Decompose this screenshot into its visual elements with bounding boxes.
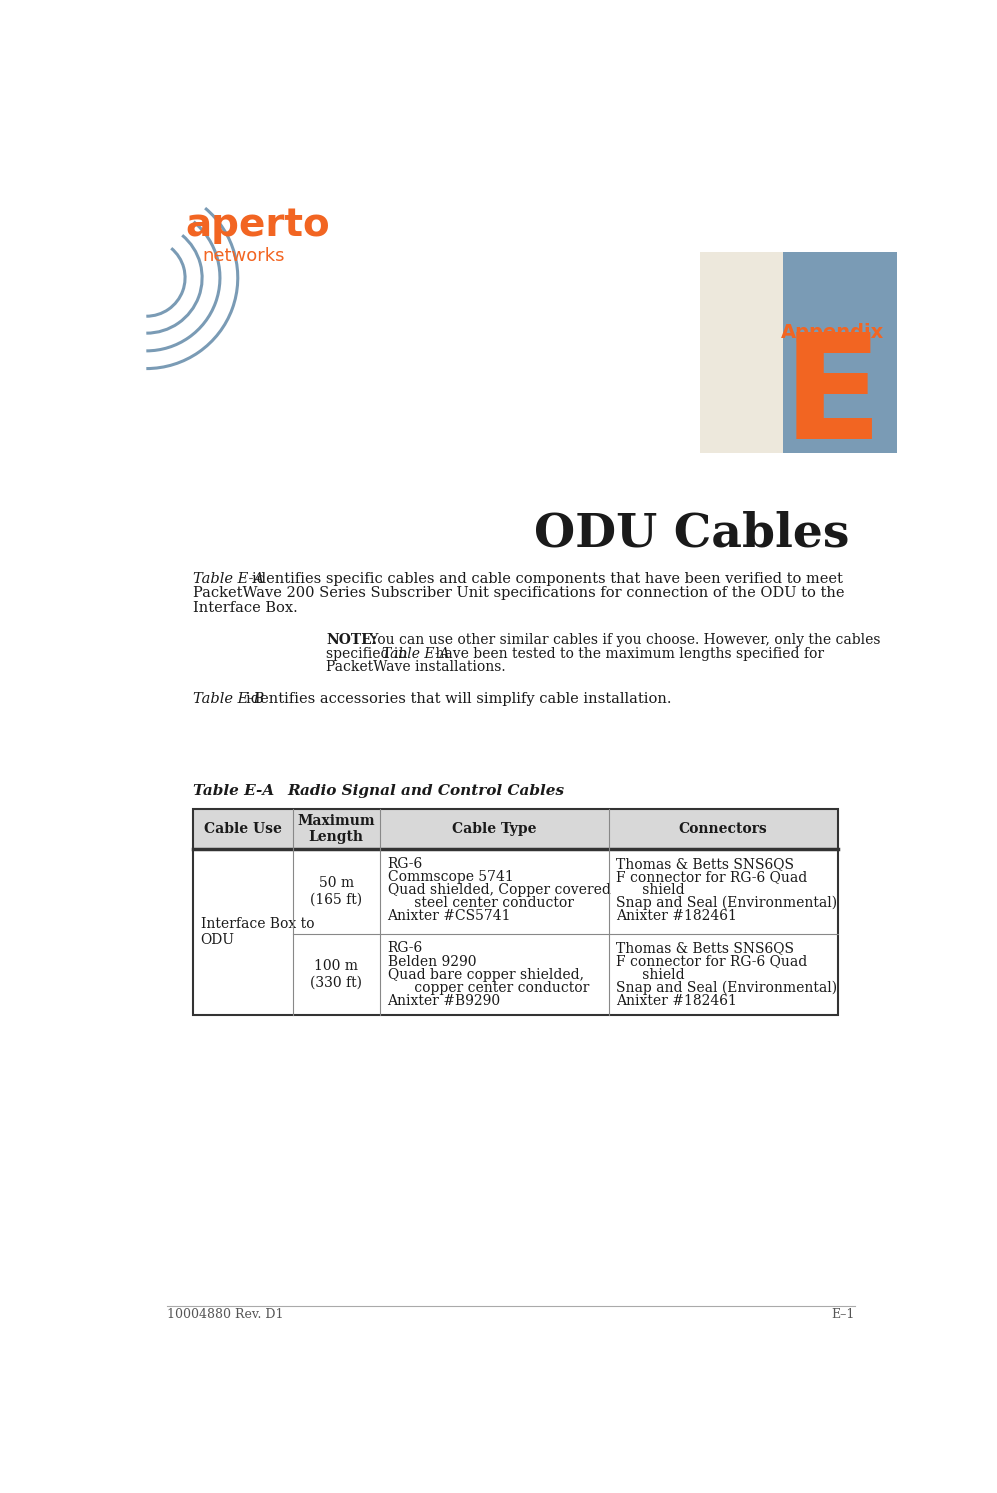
Bar bbox=[783, 252, 897, 452]
Text: Anixter #CS5741: Anixter #CS5741 bbox=[388, 909, 511, 923]
Text: ODU Cables: ODU Cables bbox=[533, 511, 849, 557]
Bar bbox=[192, 809, 837, 850]
Text: Snap and Seal (Environmental): Snap and Seal (Environmental) bbox=[616, 896, 837, 911]
Text: Belden 9290: Belden 9290 bbox=[388, 954, 476, 969]
Bar bbox=[192, 809, 837, 1015]
Bar bbox=[700, 252, 783, 452]
Text: identifies specific cables and cable components that have been verified to meet: identifies specific cables and cable com… bbox=[251, 572, 842, 585]
Text: Table E-A: Table E-A bbox=[192, 572, 264, 585]
Text: steel center conductor: steel center conductor bbox=[388, 896, 573, 911]
Text: NOTE:: NOTE: bbox=[326, 633, 377, 648]
Text: Quad bare copper shielded,: Quad bare copper shielded, bbox=[388, 967, 583, 981]
Text: Connectors: Connectors bbox=[679, 823, 768, 836]
Text: RG-6: RG-6 bbox=[388, 857, 423, 870]
Text: Anixter #B9290: Anixter #B9290 bbox=[388, 994, 500, 1008]
Text: PacketWave installations.: PacketWave installations. bbox=[326, 660, 505, 673]
Text: copper center conductor: copper center conductor bbox=[388, 981, 589, 994]
Text: identifies accessories that will simplify cable installation.: identifies accessories that will simplif… bbox=[246, 691, 672, 706]
Text: Quad shielded, Copper covered: Quad shielded, Copper covered bbox=[388, 882, 610, 897]
Text: shield: shield bbox=[616, 967, 685, 981]
Text: Cable Type: Cable Type bbox=[452, 823, 536, 836]
Text: specified in: specified in bbox=[326, 646, 412, 660]
Text: 50 m
(165 ft): 50 m (165 ft) bbox=[310, 876, 362, 906]
Text: Thomas & Betts SNS6QS: Thomas & Betts SNS6QS bbox=[616, 942, 795, 956]
Text: Table E-B: Table E-B bbox=[192, 691, 264, 706]
Text: Thomas & Betts SNS6QS: Thomas & Betts SNS6QS bbox=[616, 857, 795, 870]
Text: aperto: aperto bbox=[185, 206, 330, 245]
Text: Radio Signal and Control Cables: Radio Signal and Control Cables bbox=[287, 784, 564, 799]
Text: 10004880 Rev. D1: 10004880 Rev. D1 bbox=[167, 1308, 284, 1321]
Text: networks: networks bbox=[202, 248, 284, 266]
Text: E: E bbox=[783, 328, 882, 469]
Text: PacketWave 200 Series Subscriber Unit specifications for connection of the ODU t: PacketWave 200 Series Subscriber Unit sp… bbox=[192, 587, 844, 600]
Text: have been tested to the maximum lengths specified for: have been tested to the maximum lengths … bbox=[431, 646, 824, 660]
Text: You can use other similar cables if you choose. However, only the cables: You can use other similar cables if you … bbox=[365, 633, 880, 648]
Text: Interface Box to
ODU: Interface Box to ODU bbox=[200, 917, 314, 947]
Text: F connector for RG-6 Quad: F connector for RG-6 Quad bbox=[616, 954, 808, 969]
Text: 100 m
(330 ft): 100 m (330 ft) bbox=[310, 959, 362, 990]
Text: Commscope 5741: Commscope 5741 bbox=[388, 870, 513, 884]
Text: E–1: E–1 bbox=[831, 1308, 854, 1321]
Text: Table E-A: Table E-A bbox=[382, 646, 450, 660]
Text: Snap and Seal (Environmental): Snap and Seal (Environmental) bbox=[616, 981, 837, 996]
Text: Anixter #182461: Anixter #182461 bbox=[616, 909, 738, 923]
Text: Appendix: Appendix bbox=[781, 322, 883, 342]
Text: shield: shield bbox=[616, 882, 685, 897]
Text: Anixter #182461: Anixter #182461 bbox=[616, 994, 738, 1008]
Text: Table E-A: Table E-A bbox=[192, 784, 274, 799]
Text: Interface Box.: Interface Box. bbox=[192, 602, 297, 615]
Text: RG-6: RG-6 bbox=[388, 942, 423, 956]
Text: Maximum
Length: Maximum Length bbox=[297, 814, 375, 844]
Text: Cable Use: Cable Use bbox=[203, 823, 282, 836]
Text: F connector for RG-6 Quad: F connector for RG-6 Quad bbox=[616, 870, 808, 884]
